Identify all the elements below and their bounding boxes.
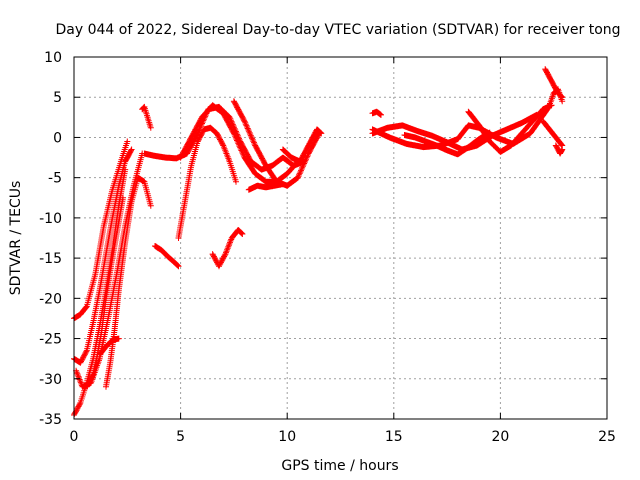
series-arc-08: [139, 103, 154, 131]
x-tick-label: 5: [176, 429, 185, 445]
x-tick-label: 10: [278, 429, 296, 445]
chart-title: Day 044 of 2022, Sidereal Day-to-day VTE…: [55, 22, 620, 38]
y-tick-label: -15: [39, 251, 62, 267]
x-tick-label: 15: [385, 429, 403, 445]
x-tick-label: 20: [491, 429, 509, 445]
series-arc-16: [279, 126, 325, 165]
y-tick-label: -25: [39, 332, 62, 348]
series-arc-25: [552, 142, 566, 157]
y-tick-label: 10: [44, 50, 62, 66]
y-tick-label: -5: [48, 171, 62, 187]
y-tick-label: -35: [39, 412, 62, 428]
x-tick-label: 25: [598, 429, 616, 445]
series-arc-13: [209, 227, 246, 270]
series-arc-23: [546, 86, 566, 109]
axis-ticks: [73, 56, 608, 420]
series-arc-21: [465, 102, 555, 155]
series-arc-12: [177, 102, 301, 185]
y-tick-label: 5: [53, 90, 62, 106]
plot-frame: [73, 56, 608, 420]
series-arc-07: [103, 174, 154, 390]
y-tick-labels: -35 -30 -25 -20 -15 -10 -5 0 5 10: [39, 50, 62, 428]
series-arc-15: [245, 181, 286, 193]
series-arc-20: [401, 129, 493, 158]
series-arc-11: [175, 124, 239, 241]
series-arc-24: [540, 118, 566, 149]
series-arc-10: [152, 243, 182, 270]
x-tick-label: 0: [70, 429, 79, 445]
series-arc-17: [369, 108, 384, 118]
y-tick-label: -10: [39, 211, 62, 227]
x-axis-label: GPS time / hours: [281, 458, 398, 474]
y-tick-label: 0: [53, 130, 62, 146]
y-axis-label: SDTVAR / TECUs: [8, 181, 24, 296]
y-tick-label: -30: [39, 372, 62, 388]
y-tick-label: -20: [39, 291, 62, 307]
x-tick-labels: 0 5 10 15 20 25: [70, 429, 616, 445]
